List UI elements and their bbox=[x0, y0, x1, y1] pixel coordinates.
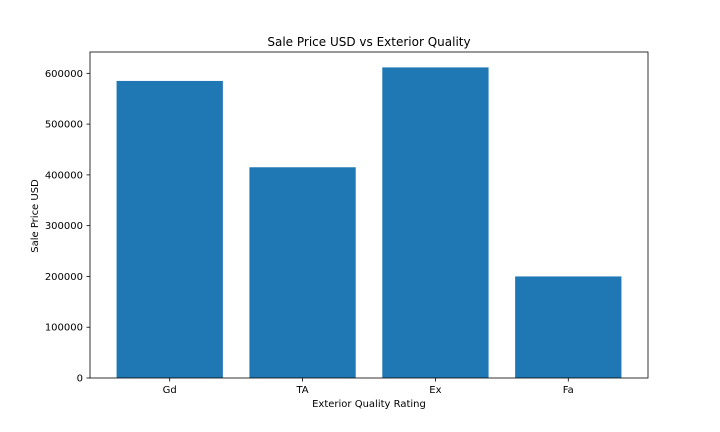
bar-ex bbox=[382, 67, 489, 379]
y-tick-label: 500000 bbox=[45, 120, 83, 131]
y-tick-label: 0 bbox=[77, 374, 83, 385]
y-tick-label: 200000 bbox=[45, 272, 83, 283]
bar-ta bbox=[249, 167, 356, 378]
chart-title: Sale Price USD vs Exterior Quality bbox=[267, 35, 470, 49]
x-tick-label: Gd bbox=[163, 385, 177, 396]
plot-area: 0 100000 200000 300000 400000 500000 600000 Gd T… bbox=[45, 51, 649, 396]
y-tick-label: 100000 bbox=[45, 323, 83, 334]
bar-gd bbox=[116, 80, 223, 379]
y-tick-label: 300000 bbox=[45, 221, 83, 232]
plot-frame bbox=[89, 51, 649, 379]
bar-fa bbox=[515, 276, 622, 378]
x-tick-label: Fa bbox=[563, 385, 574, 396]
y-axis-label: Sale Price USD bbox=[30, 179, 41, 253]
x-axis-label: Exterior Quality Rating bbox=[312, 399, 426, 410]
y-tick-label: 600000 bbox=[45, 69, 83, 80]
x-tick-label: TA bbox=[295, 385, 308, 396]
y-tick-label: 400000 bbox=[45, 170, 83, 181]
x-tick-label: Ex bbox=[429, 385, 441, 396]
